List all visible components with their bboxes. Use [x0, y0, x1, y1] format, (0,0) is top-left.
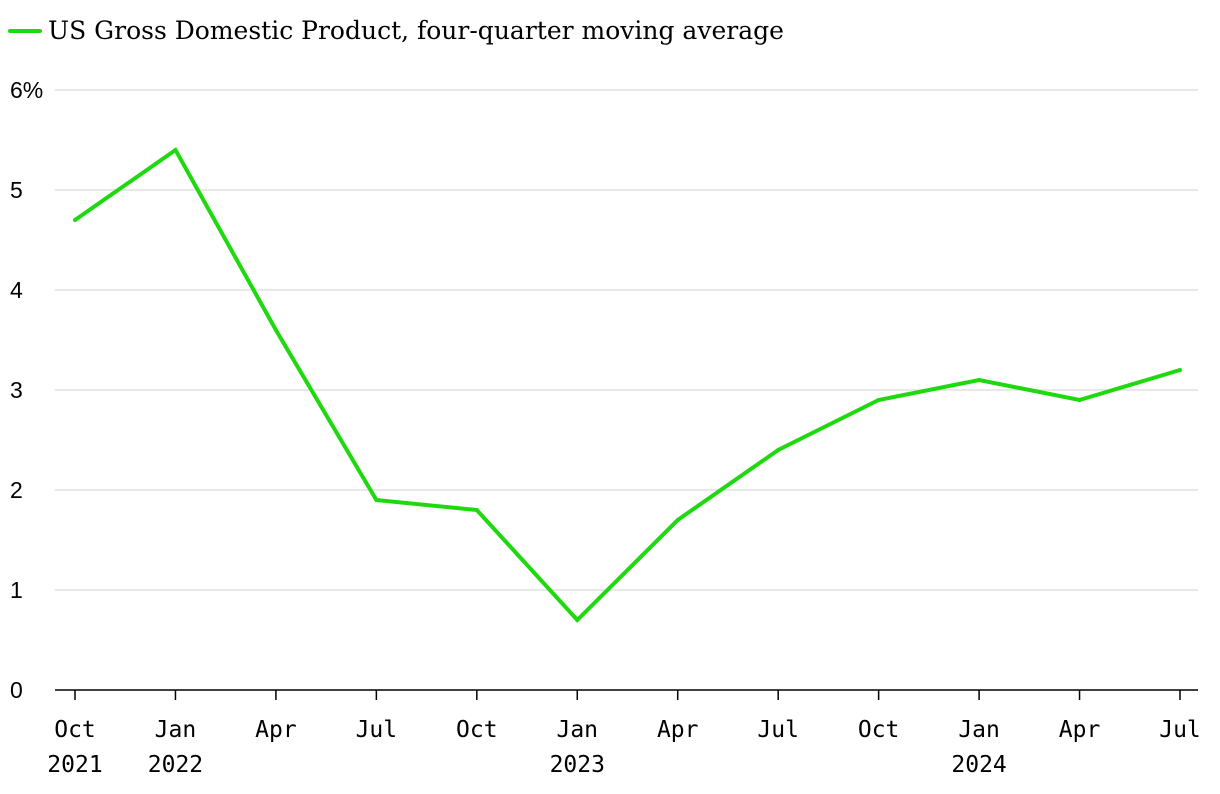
legend-label-gdp: US Gross Domestic Product, four-quarter … — [48, 16, 784, 45]
x-tick-month-label: Jul — [1159, 717, 1201, 743]
x-tick-month-label: Oct — [456, 717, 498, 743]
data-point — [1077, 398, 1082, 402]
x-tick-month-label: Oct — [858, 717, 900, 743]
x-tick-year-label: 2022 — [148, 752, 203, 778]
x-tick-month-label: Apr — [657, 717, 699, 743]
data-point — [575, 618, 580, 622]
data-point — [1178, 368, 1182, 372]
y-axis-labels: 0 1 2 3 4 5 6% — [10, 77, 43, 703]
legend: US Gross Domestic Product, four-quarter … — [8, 16, 784, 45]
x-tick-month-label: Apr — [255, 717, 297, 743]
x-axis: Oct 2021 Jan 2022 Apr Jul Oct Jan 2023 Apr Jul Oct J… — [47, 689, 1201, 778]
data-point — [273, 328, 278, 332]
data-point — [675, 518, 680, 522]
data-point — [876, 398, 881, 402]
x-tick-month-label: Apr — [1059, 717, 1101, 743]
y-tick-label: 6% — [10, 77, 43, 103]
y-tick-label: 1 — [10, 577, 23, 603]
data-point — [474, 508, 479, 512]
x-tick-year-label: 2024 — [951, 752, 1006, 778]
series-gdp — [73, 147, 1182, 623]
y-tick-label: 5 — [10, 177, 23, 203]
x-tick-month-label: Jan — [958, 717, 1000, 743]
y-tick-label: 2 — [10, 477, 23, 503]
x-tick-month-label: Jul — [757, 717, 799, 743]
x-tick-month-label: Jul — [356, 717, 398, 743]
series-line-gdp — [73, 147, 1181, 623]
data-point — [374, 498, 379, 502]
x-tick-year-label: 2023 — [550, 752, 605, 778]
x-tick-month-label: Jan — [556, 717, 598, 743]
data-point — [73, 218, 77, 222]
gridlines — [55, 89, 1198, 591]
y-tick-label: 0 — [10, 677, 23, 703]
y-tick-label: 4 — [10, 277, 23, 303]
data-point — [776, 448, 781, 452]
x-tick-month-label: Jan — [155, 717, 197, 743]
data-point — [173, 148, 178, 152]
x-tick-year-label: 2021 — [47, 752, 102, 778]
data-point — [977, 378, 982, 382]
y-tick-label: 3 — [10, 377, 23, 403]
x-tick-month-label: Oct — [54, 717, 96, 743]
